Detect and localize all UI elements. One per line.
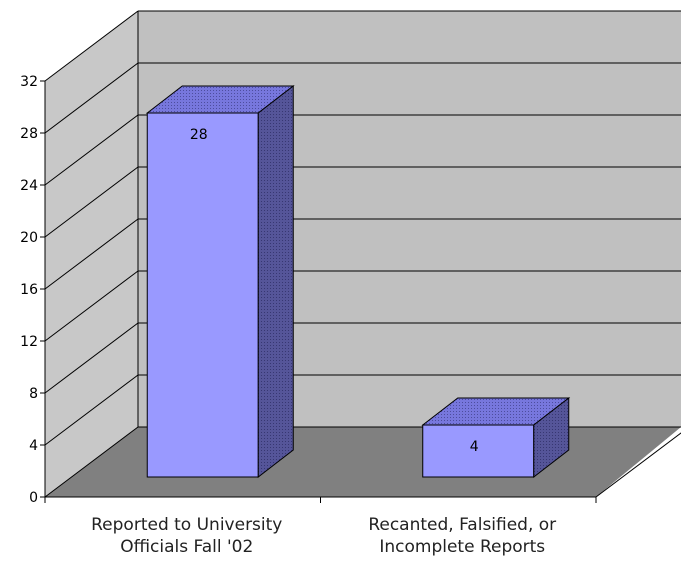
y-tick-label: 0 (29, 490, 38, 506)
gridline-diagonal (44, 10, 139, 82)
bar-top-texture (422, 398, 569, 425)
y-tick-label: 24 (20, 178, 38, 194)
y-tick-label: 12 (20, 334, 38, 350)
bar-front (146, 112, 259, 478)
gridline-diagonal (44, 114, 139, 186)
y-tick-label: 28 (20, 126, 38, 142)
chart-walls (45, 11, 681, 498)
y-tick-label: 20 (20, 230, 38, 246)
gridline-diagonal (44, 270, 139, 342)
floor-edge (595, 432, 681, 498)
category-label: Recanted, Falsified, or Incomplete Report… (368, 515, 556, 557)
y-tick-label: 16 (20, 282, 38, 298)
data-label: 4 (470, 439, 479, 455)
y-tick-label: 32 (20, 74, 38, 90)
labels: 28 4 Reported to University Officials Fall … (91, 127, 556, 557)
bar (421, 396, 571, 479)
bar (145, 84, 295, 479)
bar-side-texture (258, 86, 294, 477)
gridline-diagonal (44, 62, 139, 134)
bar-side-texture (533, 398, 569, 477)
gridline-diagonal (44, 166, 139, 238)
axes: 0 4 8 12 16 20 24 28 32 (20, 74, 597, 506)
category-label-line: Incomplete Reports (379, 537, 545, 557)
y-tick-label: 8 (29, 386, 38, 402)
floor (45, 427, 681, 497)
category-label-line: Recanted, Falsified, or (368, 515, 556, 535)
data-label: 28 (190, 127, 208, 143)
gridline-diagonal (44, 218, 139, 290)
category-label-line: Officials Fall '02 (120, 537, 253, 557)
bar-top-texture (147, 86, 294, 113)
gridline-diagonal (44, 322, 139, 394)
bars (145, 84, 571, 479)
y-tick-label: 4 (29, 438, 38, 454)
category-label-line: Reported to University (91, 515, 282, 535)
category-label: Reported to University Officials Fall '02 (91, 515, 282, 557)
gridline-diagonal (44, 374, 139, 446)
gridline-diagonal (44, 426, 139, 498)
